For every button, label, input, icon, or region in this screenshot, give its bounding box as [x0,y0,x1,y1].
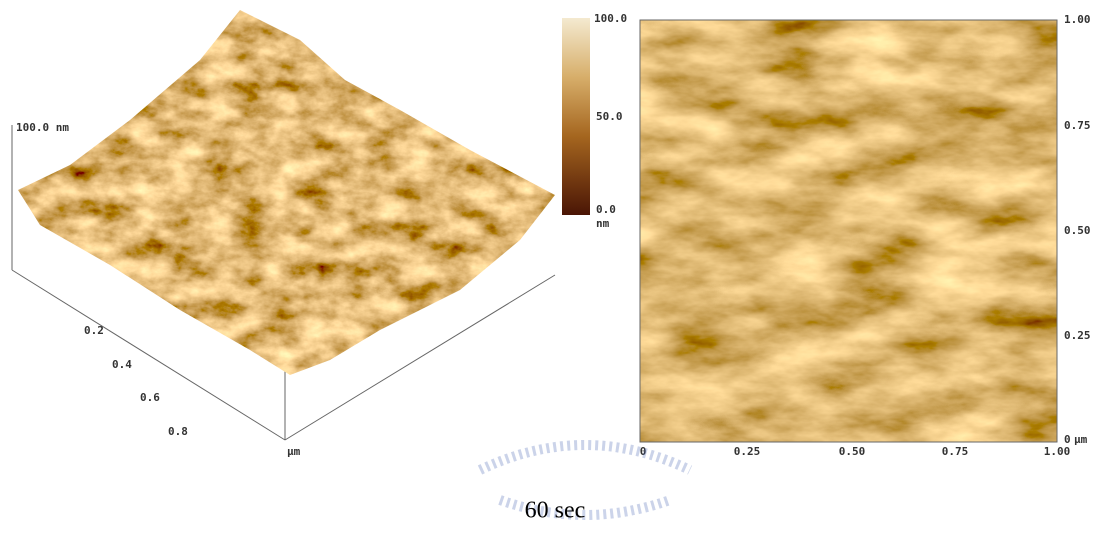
colorbar-gradient [562,18,590,215]
figure: 100.0 nm 0.2 0.4 0.6 0.8 µm 100.0 50.0 0… [0,0,1109,540]
y-tick-label: 0.25 [1064,329,1091,342]
z-label: 100.0 nm [16,121,69,134]
caption: 60 sec [525,498,586,524]
x-tick-label: 0.25 [734,445,761,458]
x-unit: µm [287,445,301,458]
height-map: 1.00 0.75 0.50 0.25 0 µm 0 0.25 0.50 0.7… [640,13,1091,458]
colorbar-unit: nm [596,217,610,230]
colorbar: 100.0 50.0 0.0 nm [562,12,627,230]
height-map-image [640,20,1057,442]
x-tick-label: 0.75 [942,445,969,458]
colorbar-label: 100.0 [594,12,627,25]
y-tick-label: 0.50 [1064,224,1091,237]
y-unit: µm [1074,433,1088,446]
x-tick-label: 0.8 [168,425,188,438]
colorbar-label: 50.0 [596,110,623,123]
x-tick-label: 0.2 [84,324,104,337]
x-tick-label: 1.00 [1044,445,1071,458]
colorbar-label: 0.0 [596,203,616,216]
x-tick-label: 0.6 [140,391,160,404]
x-tick-label: 0.4 [112,358,132,371]
surface-3d: 100.0 nm 0.2 0.4 0.6 0.8 µm [0,0,570,458]
y-tick-label: 1.00 [1064,13,1091,26]
x-tick-label: 0.50 [839,445,866,458]
y-tick-label: 0.75 [1064,119,1091,132]
